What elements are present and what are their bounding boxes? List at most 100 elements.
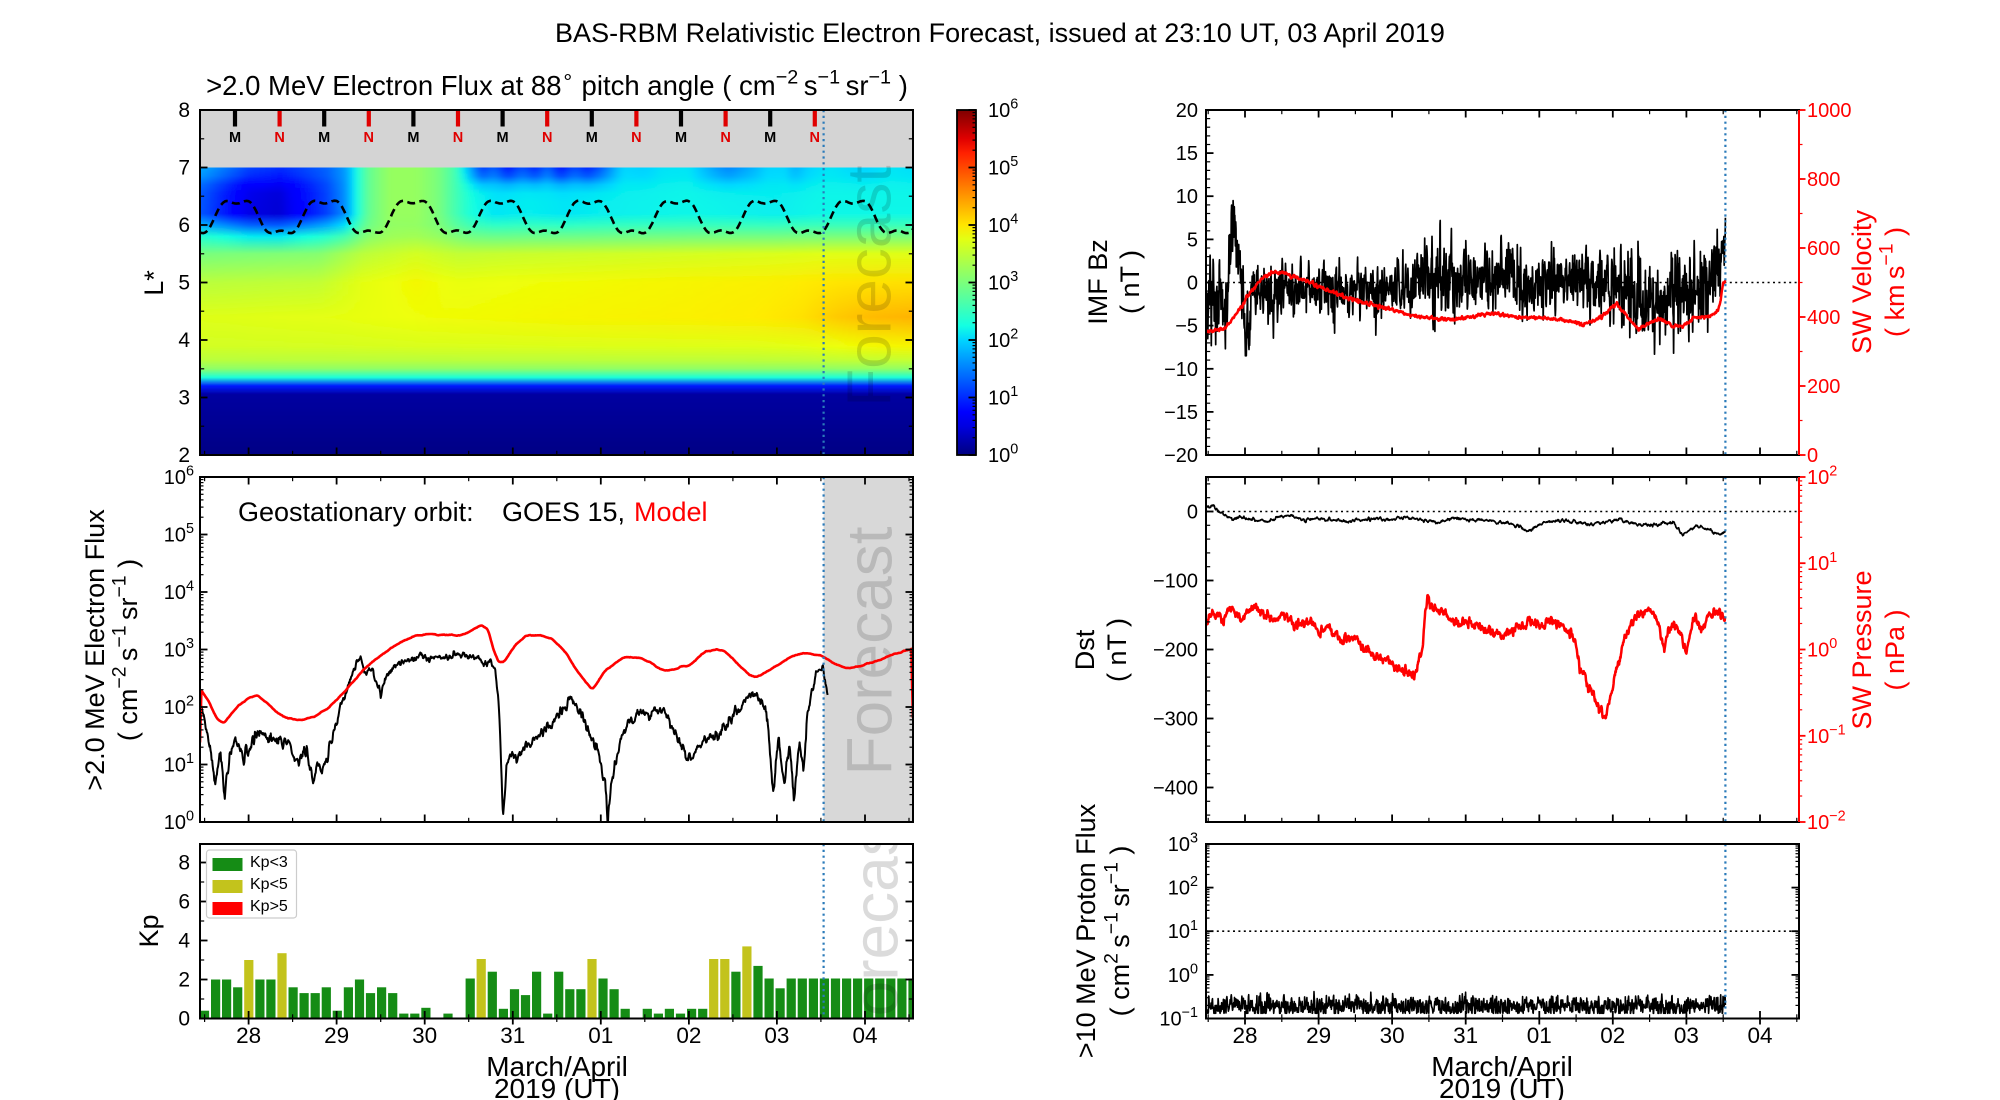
svg-text:105: 105 (988, 154, 1018, 179)
svg-text:30: 30 (1380, 1023, 1405, 1048)
svg-text:100: 100 (1168, 962, 1198, 987)
svg-text:103: 103 (1168, 831, 1198, 856)
svg-text:101: 101 (988, 384, 1018, 409)
svg-text:−10: −10 (1164, 359, 1198, 381)
svg-text:102: 102 (988, 327, 1018, 352)
svg-text:10−2: 10−2 (1807, 809, 1846, 834)
svg-text:March/April: March/April (1431, 1051, 1573, 1082)
svg-text:15: 15 (1176, 143, 1198, 165)
svg-text:105: 105 (164, 521, 194, 546)
svg-text:GOES 15,: GOES 15, (502, 497, 625, 527)
svg-text:N: N (631, 130, 641, 146)
svg-text:Kp: Kp (134, 914, 164, 947)
svg-text:0: 0 (1187, 502, 1198, 524)
svg-text:Kp<5: Kp<5 (250, 876, 288, 893)
svg-text:02: 02 (676, 1023, 701, 1048)
svg-text:( cm−2 s−1 sr−1 ): ( cm−2 s−1 sr−1 ) (109, 559, 143, 741)
svg-text:200: 200 (1807, 376, 1840, 398)
svg-text:102: 102 (164, 694, 194, 719)
svg-text:100: 100 (988, 442, 1018, 467)
svg-text:N: N (542, 130, 552, 146)
svg-text:>2.0 MeV Electron Flux: >2.0 MeV Electron Flux (80, 509, 110, 791)
svg-text:0: 0 (178, 1008, 190, 1031)
svg-text:01: 01 (1527, 1023, 1552, 1048)
svg-text:L*: L* (139, 270, 169, 296)
svg-text:02: 02 (1600, 1023, 1625, 1048)
svg-text:31: 31 (1453, 1023, 1478, 1048)
svg-text:−15: −15 (1164, 402, 1198, 424)
svg-text:103: 103 (988, 269, 1018, 294)
svg-text:2: 2 (178, 444, 190, 467)
svg-text:M: M (407, 130, 419, 146)
svg-text:7: 7 (178, 157, 190, 180)
svg-text:>10 MeV Proton Flux: >10 MeV Proton Flux (1071, 803, 1101, 1058)
svg-text:2019 (UT): 2019 (UT) (494, 1073, 620, 1100)
svg-text:−5: −5 (1175, 316, 1198, 338)
svg-text:M: M (229, 130, 241, 146)
svg-text:M: M (497, 130, 509, 146)
svg-text:4: 4 (178, 329, 190, 352)
svg-text:600: 600 (1807, 238, 1840, 260)
svg-text:BAS-RBM Relativistic Electron: BAS-RBM Relativistic Electron Forecast, … (555, 18, 1445, 48)
svg-text:M: M (586, 130, 598, 146)
svg-text:Kp>5: Kp>5 (250, 898, 288, 915)
svg-text:−300: −300 (1153, 709, 1198, 731)
svg-text:29: 29 (1306, 1023, 1331, 1048)
svg-text:SW Velocity: SW Velocity (1847, 209, 1877, 354)
svg-text:0: 0 (1187, 273, 1198, 295)
svg-text:2019 (UT): 2019 (UT) (1439, 1073, 1565, 1100)
svg-text:( nT ): ( nT ) (1115, 250, 1145, 314)
svg-text:8: 8 (178, 852, 190, 875)
svg-text:−200: −200 (1153, 640, 1198, 662)
svg-text:106: 106 (988, 97, 1018, 122)
svg-text:04: 04 (1747, 1023, 1772, 1048)
svg-text:M: M (675, 130, 687, 146)
svg-text:100: 100 (1807, 636, 1837, 661)
svg-text:Model: Model (634, 497, 708, 527)
svg-text:M: M (318, 130, 330, 146)
svg-text:400: 400 (1807, 307, 1840, 329)
svg-text:( km s−1 ): ( km s−1 ) (1876, 227, 1910, 337)
svg-text:>2.0 MeV Electron Flux at 88∘: >2.0 MeV Electron Flux at 88∘ pitch angl… (206, 67, 908, 102)
svg-text:03: 03 (1674, 1023, 1699, 1048)
svg-text:10: 10 (1176, 186, 1198, 208)
svg-text:( nPa ): ( nPa ) (1880, 609, 1910, 690)
svg-text:101: 101 (1807, 550, 1837, 575)
svg-text:Geostationary orbit:: Geostationary orbit: (238, 497, 474, 527)
svg-text:03: 03 (764, 1023, 789, 1048)
svg-text:2: 2 (178, 969, 190, 992)
svg-text:100: 100 (164, 809, 194, 834)
svg-text:10−1: 10−1 (1807, 722, 1846, 747)
svg-text:8: 8 (178, 99, 190, 122)
svg-text:( cm2 s−1 sr−1 ): ( cm2 s−1 sr−1 ) (1101, 846, 1135, 1017)
svg-text:10−1: 10−1 (1159, 1005, 1198, 1030)
svg-text:3: 3 (178, 387, 190, 410)
svg-text:28: 28 (1232, 1023, 1257, 1048)
svg-text:M: M (764, 130, 776, 146)
svg-text:N: N (274, 130, 284, 146)
svg-text:March/April: March/April (486, 1051, 628, 1082)
svg-text:01: 01 (588, 1023, 613, 1048)
svg-text:6: 6 (178, 891, 190, 914)
svg-text:−400: −400 (1153, 778, 1198, 800)
svg-text:SW Pressure: SW Pressure (1847, 570, 1877, 729)
svg-text:−20: −20 (1164, 445, 1198, 467)
svg-text:800: 800 (1807, 169, 1840, 191)
svg-text:104: 104 (988, 212, 1018, 237)
svg-text:30: 30 (412, 1023, 437, 1048)
svg-text:6: 6 (178, 214, 190, 237)
svg-text:102: 102 (1168, 874, 1198, 899)
svg-text:Dst: Dst (1070, 629, 1100, 670)
svg-text:29: 29 (324, 1023, 349, 1048)
svg-text:5: 5 (178, 272, 190, 295)
svg-text:106: 106 (164, 464, 194, 489)
svg-text:04: 04 (852, 1023, 877, 1048)
svg-text:Kp<3: Kp<3 (250, 854, 288, 871)
svg-text:Forecast: Forecast (836, 165, 905, 406)
svg-text:Forecast: Forecast (833, 526, 905, 775)
svg-text:4: 4 (178, 930, 190, 953)
svg-text:5: 5 (1187, 229, 1198, 251)
svg-text:101: 101 (1168, 918, 1198, 943)
svg-text:IMF Bz: IMF Bz (1083, 239, 1113, 325)
svg-text:Forecast: Forecast (839, 806, 911, 1055)
